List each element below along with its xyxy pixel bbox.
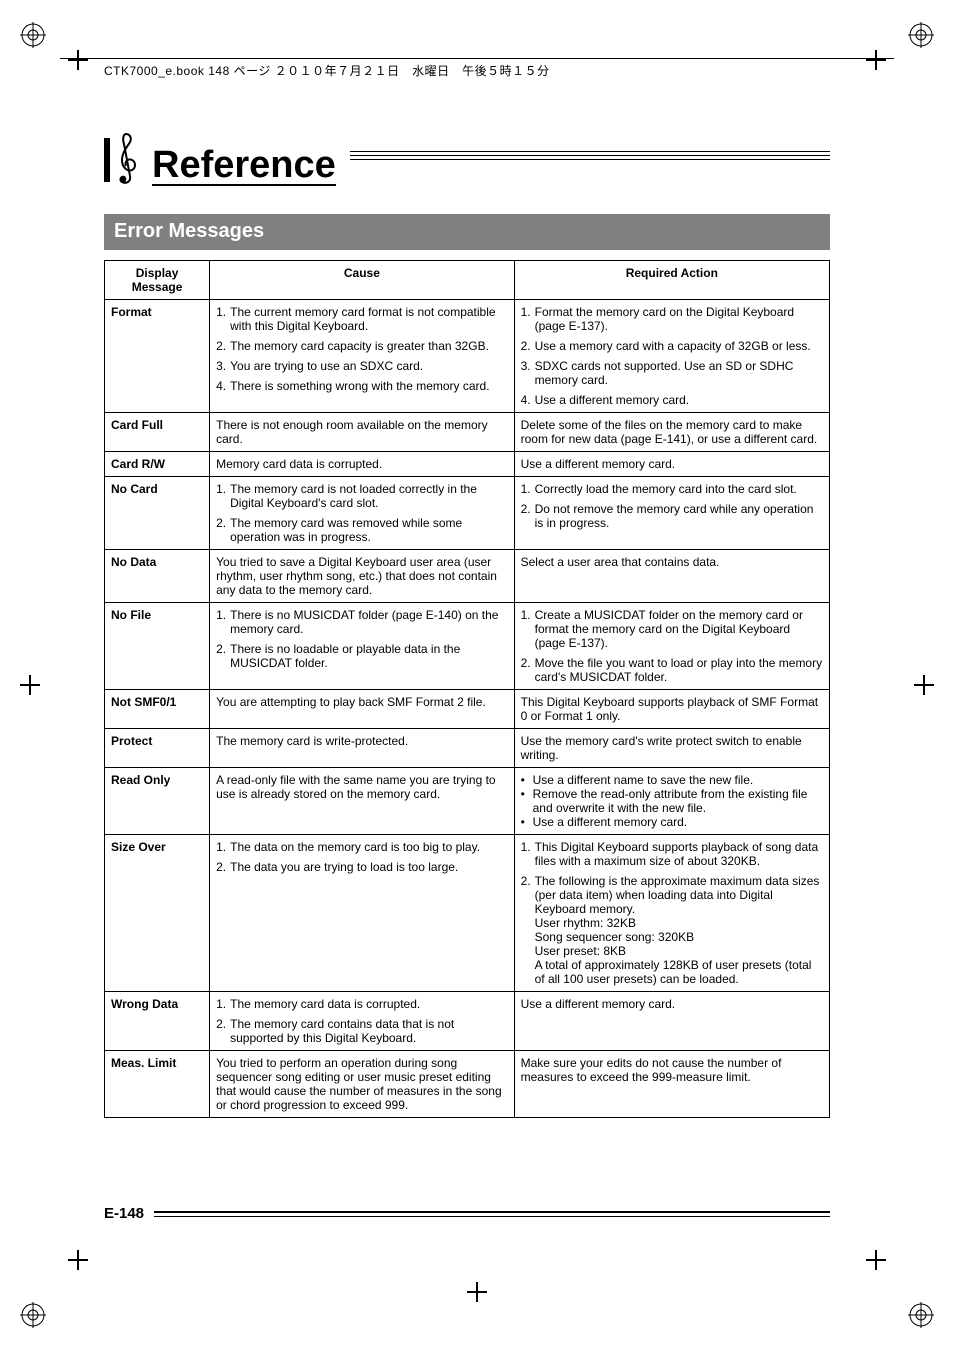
display-message-cell: No Data bbox=[105, 550, 210, 603]
cause-cell: 1.There is no MUSICDAT folder (page E-14… bbox=[210, 603, 515, 690]
display-message-cell: No File bbox=[105, 603, 210, 690]
action-cell: Select a user area that contains data. bbox=[514, 550, 829, 603]
action-cell: Use a different memory card. bbox=[514, 992, 829, 1051]
table-row: Meas. LimitYou tried to perform an opera… bbox=[105, 1051, 830, 1118]
registration-mark bbox=[908, 22, 934, 48]
section-title: Error Messages bbox=[104, 214, 830, 250]
display-message-cell: Wrong Data bbox=[105, 992, 210, 1051]
page: CTK7000_e.book 148 ページ ２０１０年７月２１日 水曜日 午後… bbox=[0, 0, 954, 1350]
page-title: Reference bbox=[152, 146, 336, 186]
table-row: Card R/WMemory card data is corrupted.Us… bbox=[105, 452, 830, 477]
col-header-cause: Cause bbox=[210, 261, 515, 300]
display-message-cell: Read Only bbox=[105, 768, 210, 835]
table-row: Read OnlyA read-only file with the same … bbox=[105, 768, 830, 835]
title-rules bbox=[350, 148, 830, 163]
action-cell: Use the memory card's write protect swit… bbox=[514, 729, 829, 768]
action-cell: 1.Correctly load the memory card into th… bbox=[514, 477, 829, 550]
table-row: No File1.There is no MUSICDAT folder (pa… bbox=[105, 603, 830, 690]
registration-mark bbox=[20, 22, 46, 48]
display-message-cell: Meas. Limit bbox=[105, 1051, 210, 1118]
col-header-display: Display Message bbox=[105, 261, 210, 300]
crop-mark bbox=[68, 1250, 88, 1270]
cause-cell: You are attempting to play back SMF Form… bbox=[210, 690, 515, 729]
action-cell: This Digital Keyboard supports playback … bbox=[514, 690, 829, 729]
crop-mark bbox=[68, 50, 88, 70]
display-message-cell: Protect bbox=[105, 729, 210, 768]
treble-clef-icon bbox=[104, 130, 144, 186]
table-row: Format1.The current memory card format i… bbox=[105, 300, 830, 413]
cause-cell: You tried to perform an operation during… bbox=[210, 1051, 515, 1118]
cause-cell: 1.The memory card is not loaded correctl… bbox=[210, 477, 515, 550]
registration-mark bbox=[908, 1302, 934, 1328]
crop-mark bbox=[20, 675, 40, 695]
action-cell: Delete some of the files on the memory c… bbox=[514, 413, 829, 452]
crop-mark bbox=[866, 1250, 886, 1270]
table-header-row: Display Message Cause Required Action bbox=[105, 261, 830, 300]
cause-cell: 1.The current memory card format is not … bbox=[210, 300, 515, 413]
cause-cell: The memory card is write-protected. bbox=[210, 729, 515, 768]
error-messages-table: Display Message Cause Required Action Fo… bbox=[104, 260, 830, 1118]
cause-cell: You tried to save a Digital Keyboard use… bbox=[210, 550, 515, 603]
cause-cell: A read-only file with the same name you … bbox=[210, 768, 515, 835]
page-footer: E-148 bbox=[104, 1205, 830, 1222]
action-cell: Make sure your edits do not cause the nu… bbox=[514, 1051, 829, 1118]
table-row: Card FullThere is not enough room availa… bbox=[105, 413, 830, 452]
display-message-cell: Format bbox=[105, 300, 210, 413]
table-row: Wrong Data1.The memory card data is corr… bbox=[105, 992, 830, 1051]
header-rule bbox=[60, 58, 894, 59]
table-row: Not SMF0/1You are attempting to play bac… bbox=[105, 690, 830, 729]
display-message-cell: Size Over bbox=[105, 835, 210, 992]
display-message-cell: Not SMF0/1 bbox=[105, 690, 210, 729]
table-row: ProtectThe memory card is write-protecte… bbox=[105, 729, 830, 768]
table-row: No Card1.The memory card is not loaded c… bbox=[105, 477, 830, 550]
page-title-row: Reference bbox=[104, 130, 830, 186]
action-cell: Use a different memory card. bbox=[514, 452, 829, 477]
col-header-action: Required Action bbox=[514, 261, 829, 300]
display-message-cell: Card R/W bbox=[105, 452, 210, 477]
table-row: Size Over1.The data on the memory card i… bbox=[105, 835, 830, 992]
crop-mark bbox=[467, 1282, 487, 1302]
action-cell: 1.Create a MUSICDAT folder on the memory… bbox=[514, 603, 829, 690]
action-cell: •Use a different name to save the new fi… bbox=[514, 768, 829, 835]
cause-cell: 1.The memory card data is corrupted.2.Th… bbox=[210, 992, 515, 1051]
action-cell: 1.Format the memory card on the Digital … bbox=[514, 300, 829, 413]
display-message-cell: No Card bbox=[105, 477, 210, 550]
registration-mark bbox=[20, 1302, 46, 1328]
footer-rules bbox=[154, 1211, 830, 1217]
book-info-text: CTK7000_e.book 148 ページ ２０１０年７月２１日 水曜日 午後… bbox=[104, 62, 550, 79]
cause-cell: Memory card data is corrupted. bbox=[210, 452, 515, 477]
content-area: Reference Error Messages Display Message… bbox=[104, 130, 830, 1118]
action-cell: 1.This Digital Keyboard supports playbac… bbox=[514, 835, 829, 992]
page-number: E-148 bbox=[104, 1205, 144, 1222]
table-row: No DataYou tried to save a Digital Keybo… bbox=[105, 550, 830, 603]
crop-mark bbox=[914, 675, 934, 695]
cause-cell: There is not enough room available on th… bbox=[210, 413, 515, 452]
cause-cell: 1.The data on the memory card is too big… bbox=[210, 835, 515, 992]
crop-mark bbox=[866, 50, 886, 70]
display-message-cell: Card Full bbox=[105, 413, 210, 452]
